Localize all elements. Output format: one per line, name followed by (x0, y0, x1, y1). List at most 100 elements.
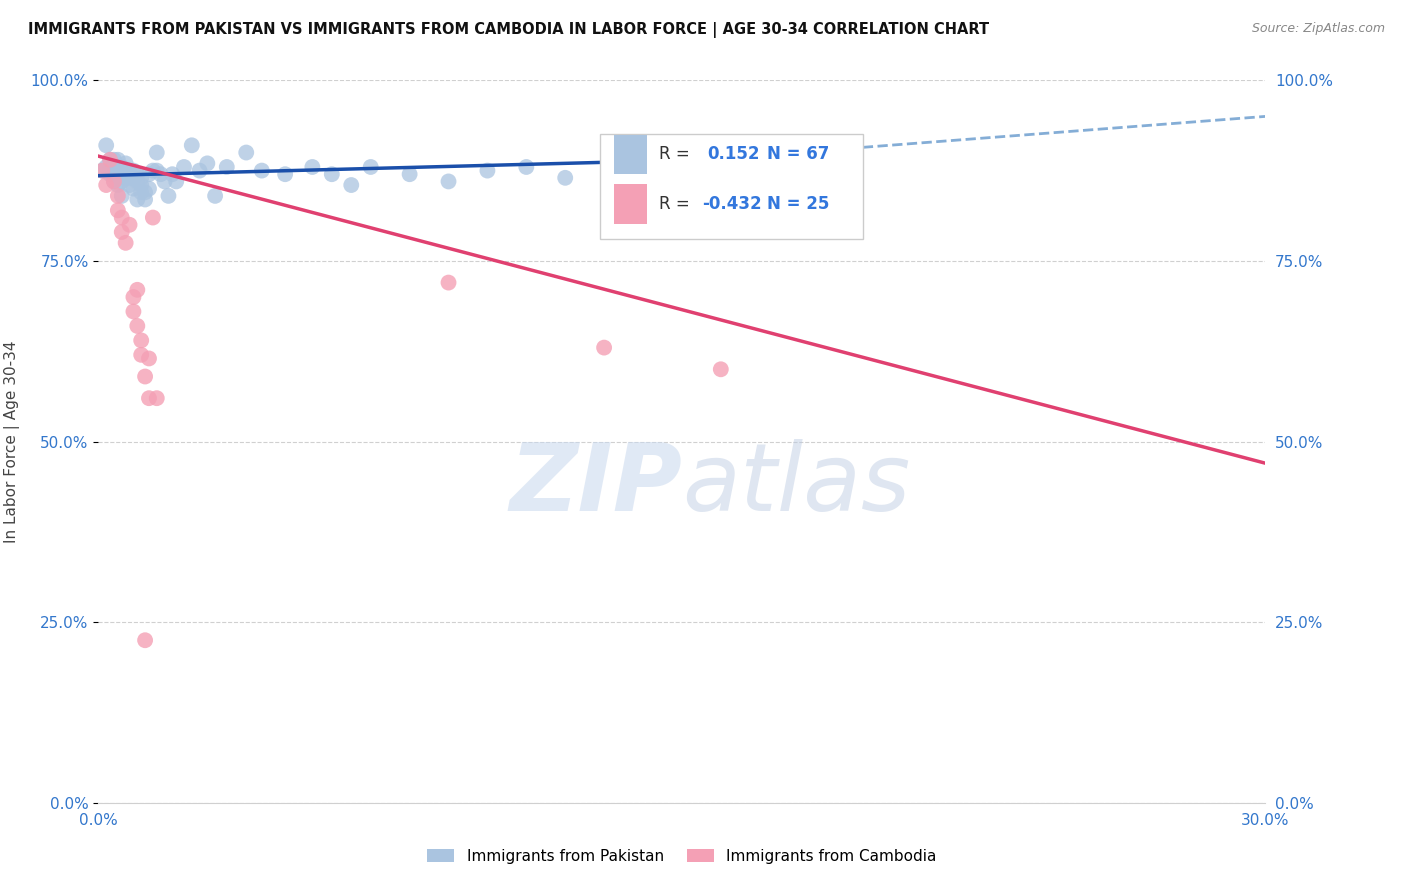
Point (188, 163, 211, 178)
Text: 0.152: 0.152 (707, 145, 761, 163)
Text: atlas: atlas (682, 440, 910, 531)
Text: N = 67: N = 67 (768, 145, 830, 163)
Point (107, 189, 129, 203)
Point (107, 160, 129, 174)
Point (142, 211, 165, 225)
Point (103, 160, 125, 174)
Point (129, 186, 152, 200)
Point (250, 163, 273, 178)
Y-axis label: In Labor Force | Age 30-34: In Labor Force | Age 30-34 (4, 340, 20, 543)
Point (129, 334, 152, 348)
Point (165, 174, 187, 188)
Point (114, 170, 136, 185)
Point (593, 341, 616, 355)
Point (146, 391, 169, 405)
Point (114, 235, 136, 250)
Point (103, 174, 125, 188)
Point (149, 167, 172, 181)
Point (98, 163, 121, 178)
Point (91, 163, 114, 178)
Point (127, 283, 149, 297)
Point (631, 163, 654, 178)
Text: R =: R = (658, 145, 695, 163)
Point (153, 174, 176, 188)
Point (173, 160, 195, 174)
Point (138, 391, 160, 405)
Point (114, 163, 136, 178)
Point (127, 167, 149, 181)
Point (204, 189, 226, 203)
Point (321, 167, 343, 181)
Point (134, 633, 156, 648)
Point (127, 174, 149, 188)
Text: N = 25: N = 25 (768, 194, 830, 212)
Point (111, 189, 134, 203)
Point (134, 186, 156, 200)
Point (477, 163, 499, 178)
Text: Source: ZipAtlas.com: Source: ZipAtlas.com (1251, 22, 1385, 36)
Point (127, 193, 149, 207)
Point (103, 163, 125, 178)
Point (437, 174, 460, 188)
Point (138, 351, 160, 366)
Point (554, 170, 576, 185)
Point (515, 160, 537, 174)
Point (690, 160, 713, 174)
Point (118, 163, 141, 178)
Point (118, 178, 141, 192)
Point (122, 290, 145, 304)
Text: -0.432: -0.432 (702, 194, 762, 212)
Point (142, 163, 165, 178)
Point (129, 348, 152, 362)
Point (118, 170, 141, 185)
FancyBboxPatch shape (600, 135, 863, 239)
Point (146, 163, 169, 178)
FancyBboxPatch shape (614, 135, 647, 174)
Point (107, 153, 129, 167)
Point (138, 182, 160, 196)
Point (134, 369, 156, 384)
Point (195, 156, 218, 170)
Point (111, 160, 134, 174)
Point (103, 174, 125, 188)
Text: R =: R = (658, 194, 695, 212)
Point (122, 170, 145, 185)
Point (710, 178, 733, 192)
Point (138, 167, 160, 181)
FancyBboxPatch shape (614, 184, 647, 224)
Point (134, 193, 156, 207)
Point (91, 163, 114, 178)
Point (111, 225, 134, 239)
Point (180, 138, 202, 153)
Point (107, 203, 129, 218)
Point (118, 218, 141, 232)
Point (398, 167, 420, 181)
Point (98, 153, 121, 167)
Point (107, 178, 129, 192)
Point (111, 167, 134, 181)
Legend: Immigrants from Pakistan, Immigrants from Cambodia: Immigrants from Pakistan, Immigrants fro… (427, 848, 936, 863)
Point (103, 153, 125, 167)
Point (98, 153, 121, 167)
Point (98, 167, 121, 181)
Point (437, 276, 460, 290)
Point (96, 160, 118, 174)
Point (340, 178, 363, 192)
Point (122, 304, 145, 318)
Point (96, 178, 118, 192)
Point (122, 182, 145, 196)
Point (235, 145, 257, 160)
Point (107, 167, 129, 181)
Point (360, 160, 382, 174)
Point (710, 362, 733, 376)
Point (111, 174, 134, 188)
Point (122, 163, 145, 178)
Point (129, 170, 152, 185)
Point (107, 163, 129, 178)
Point (301, 160, 323, 174)
Point (114, 156, 136, 170)
Point (129, 178, 152, 192)
Point (127, 318, 149, 333)
Point (215, 160, 238, 174)
Text: IMMIGRANTS FROM PAKISTAN VS IMMIGRANTS FROM CAMBODIA IN LABOR FORCE | AGE 30-34 : IMMIGRANTS FROM PAKISTAN VS IMMIGRANTS F… (28, 22, 990, 38)
